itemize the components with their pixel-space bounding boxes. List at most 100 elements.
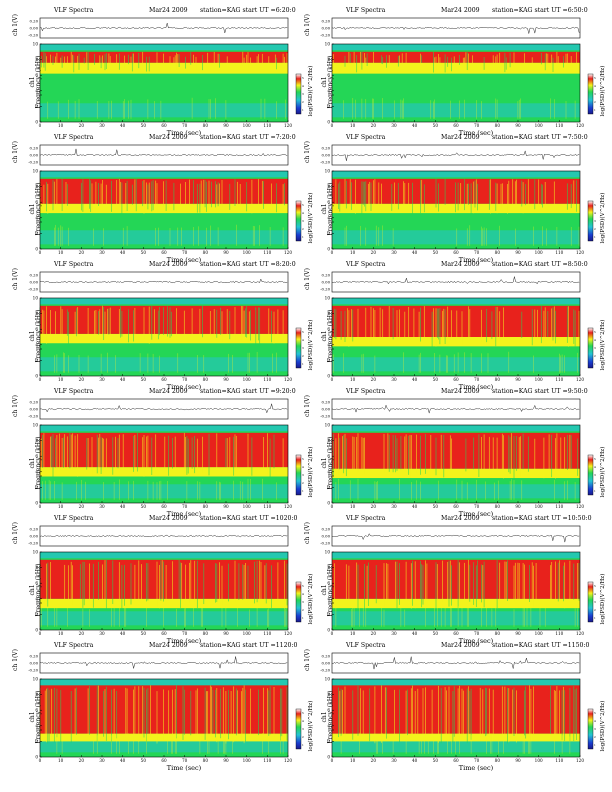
- yellow-band: [40, 333, 288, 344]
- freq-tick-label: 10: [33, 423, 39, 428]
- freq-tick-label: 0: [327, 247, 330, 252]
- time-tick-label: 80: [495, 631, 501, 636]
- time-tick-label: 80: [203, 123, 209, 128]
- yellow-band: [40, 733, 288, 742]
- colorbar-label: log(PSD)(V^2/Hz): [600, 446, 606, 498]
- panel-date: Mar24 2009: [441, 7, 480, 14]
- time-tick-label: 20: [371, 250, 377, 255]
- freq-tick-label: 2: [35, 485, 38, 490]
- time-tick-label: 120: [284, 377, 292, 382]
- ch-tick-label: 0.20: [322, 273, 331, 278]
- channel-frame: [331, 144, 581, 166]
- colorbar: [295, 73, 302, 115]
- ch-tick-label: 0.00: [322, 153, 331, 158]
- time-tick-label: 0: [331, 250, 334, 255]
- channel-frame: [39, 525, 289, 547]
- time-tick-label: 10: [350, 250, 356, 255]
- ch-tick-label: -0.20: [320, 160, 330, 165]
- time-tick-label: 60: [161, 631, 167, 636]
- freq-tick-label: 10: [325, 677, 331, 682]
- time-tick-label: 80: [203, 250, 209, 255]
- low-band: [332, 103, 580, 118]
- time-tick-label: 90: [223, 504, 229, 509]
- panel-station-start: station=KAG start UT =8:50:0: [492, 261, 588, 268]
- top-band: [332, 679, 580, 686]
- panel-title: VLF Spectra: [54, 134, 94, 141]
- channel-trace: [39, 148, 288, 157]
- time-xlabel: Time (sec): [166, 637, 202, 645]
- ch-tick-label: 0.00: [30, 534, 39, 539]
- panel-station-start: station=KAG start UT =1020:0: [200, 515, 298, 522]
- spectra-panel: VLF Spectra Mar24 2009 station=KAG start U…: [304, 7, 606, 138]
- freq-tick-label: 0: [327, 120, 330, 125]
- time-tick-label: 100: [243, 504, 251, 509]
- time-tick-label: 110: [263, 758, 271, 763]
- spectra-panel: VLF Spectra Mar24 2009 station=KAG start U…: [12, 134, 314, 265]
- panel-station-start: station=KAG start UT =9:20:0: [200, 388, 296, 395]
- freq-tick-label: 0: [35, 120, 38, 125]
- colorbar-tick-label: 3: [302, 92, 304, 96]
- freq-tick-label: 8: [327, 438, 330, 443]
- ch-tick-label: 0.20: [322, 19, 331, 24]
- time-tick-label: 0: [331, 123, 334, 128]
- time-tick-label: 100: [243, 377, 251, 382]
- time-tick-label: 90: [223, 377, 229, 382]
- panel-header: VLF Spectra Mar24 2009 station=KAG start U…: [54, 642, 297, 651]
- ch-tick-label: 0.20: [30, 19, 39, 24]
- time-tick-label: 120: [284, 631, 292, 636]
- ch-tick-label: -0.20: [28, 33, 38, 38]
- time-tick-label: 20: [79, 758, 85, 763]
- time-tick-label: 50: [433, 758, 439, 763]
- time-tick-label: 40: [120, 631, 126, 636]
- time-tick-label: 70: [474, 250, 480, 255]
- yellow-band: [332, 468, 580, 479]
- red-band: [332, 685, 580, 734]
- time-xlabel: Time (sec): [166, 510, 202, 518]
- freq-tick-label: 2: [327, 485, 330, 490]
- yellow-band: [332, 62, 580, 74]
- freq-tick-label: 0: [327, 374, 330, 379]
- time-tick-label: 90: [515, 758, 521, 763]
- time-xlabel: Time (sec): [458, 510, 494, 518]
- time-tick-label: 10: [350, 377, 356, 382]
- time-tick-label: 110: [263, 250, 271, 255]
- red-band: [332, 559, 580, 599]
- freq-tick-label: 10: [325, 550, 331, 555]
- time-tick-label: 70: [182, 631, 188, 636]
- colorbar-tick-label: 5: [594, 584, 596, 588]
- freq-tick-label: 10: [325, 296, 331, 301]
- freq-tick-label: 2: [35, 231, 38, 236]
- time-tick-label: 50: [433, 504, 439, 509]
- top-band: [332, 298, 580, 305]
- time-tick-label: 40: [412, 504, 418, 509]
- freq-tick-label: 4: [35, 215, 38, 220]
- time-tick-label: 10: [58, 250, 64, 255]
- colorbar-tick-label: 4: [302, 84, 304, 88]
- panel-title: VLF Spectra: [54, 515, 94, 522]
- ch-tick-label: -0.20: [28, 287, 38, 292]
- time-tick-label: 120: [284, 123, 292, 128]
- freq-tick-label: 4: [35, 469, 38, 474]
- colorbar-tick-label: 3: [594, 346, 596, 350]
- time-tick-label: 20: [371, 377, 377, 382]
- colorbar: [295, 708, 302, 750]
- freq-tick-label: 0: [35, 501, 38, 506]
- colorbar-tick-label: 1: [594, 108, 596, 112]
- time-tick-label: 50: [141, 250, 147, 255]
- time-tick-label: 0: [331, 758, 334, 763]
- colorbar-tick-label: 5: [594, 203, 596, 207]
- time-tick-label: 20: [79, 631, 85, 636]
- freq-tick-label: 0: [327, 755, 330, 760]
- time-tick-label: 70: [182, 377, 188, 382]
- time-tick-label: 60: [161, 377, 167, 382]
- low-band: [40, 484, 288, 499]
- time-xlabel: Time (sec): [166, 129, 202, 137]
- frequency-ylabel: ch1 Frequency (kHz): [29, 690, 42, 744]
- red-band: [332, 51, 580, 63]
- panel-station-start: station=KAG start UT =6:20:0: [200, 7, 296, 14]
- top-band: [40, 425, 288, 432]
- panel-header: VLF Spectra Mar24 2009 station=KAG start U…: [346, 388, 588, 397]
